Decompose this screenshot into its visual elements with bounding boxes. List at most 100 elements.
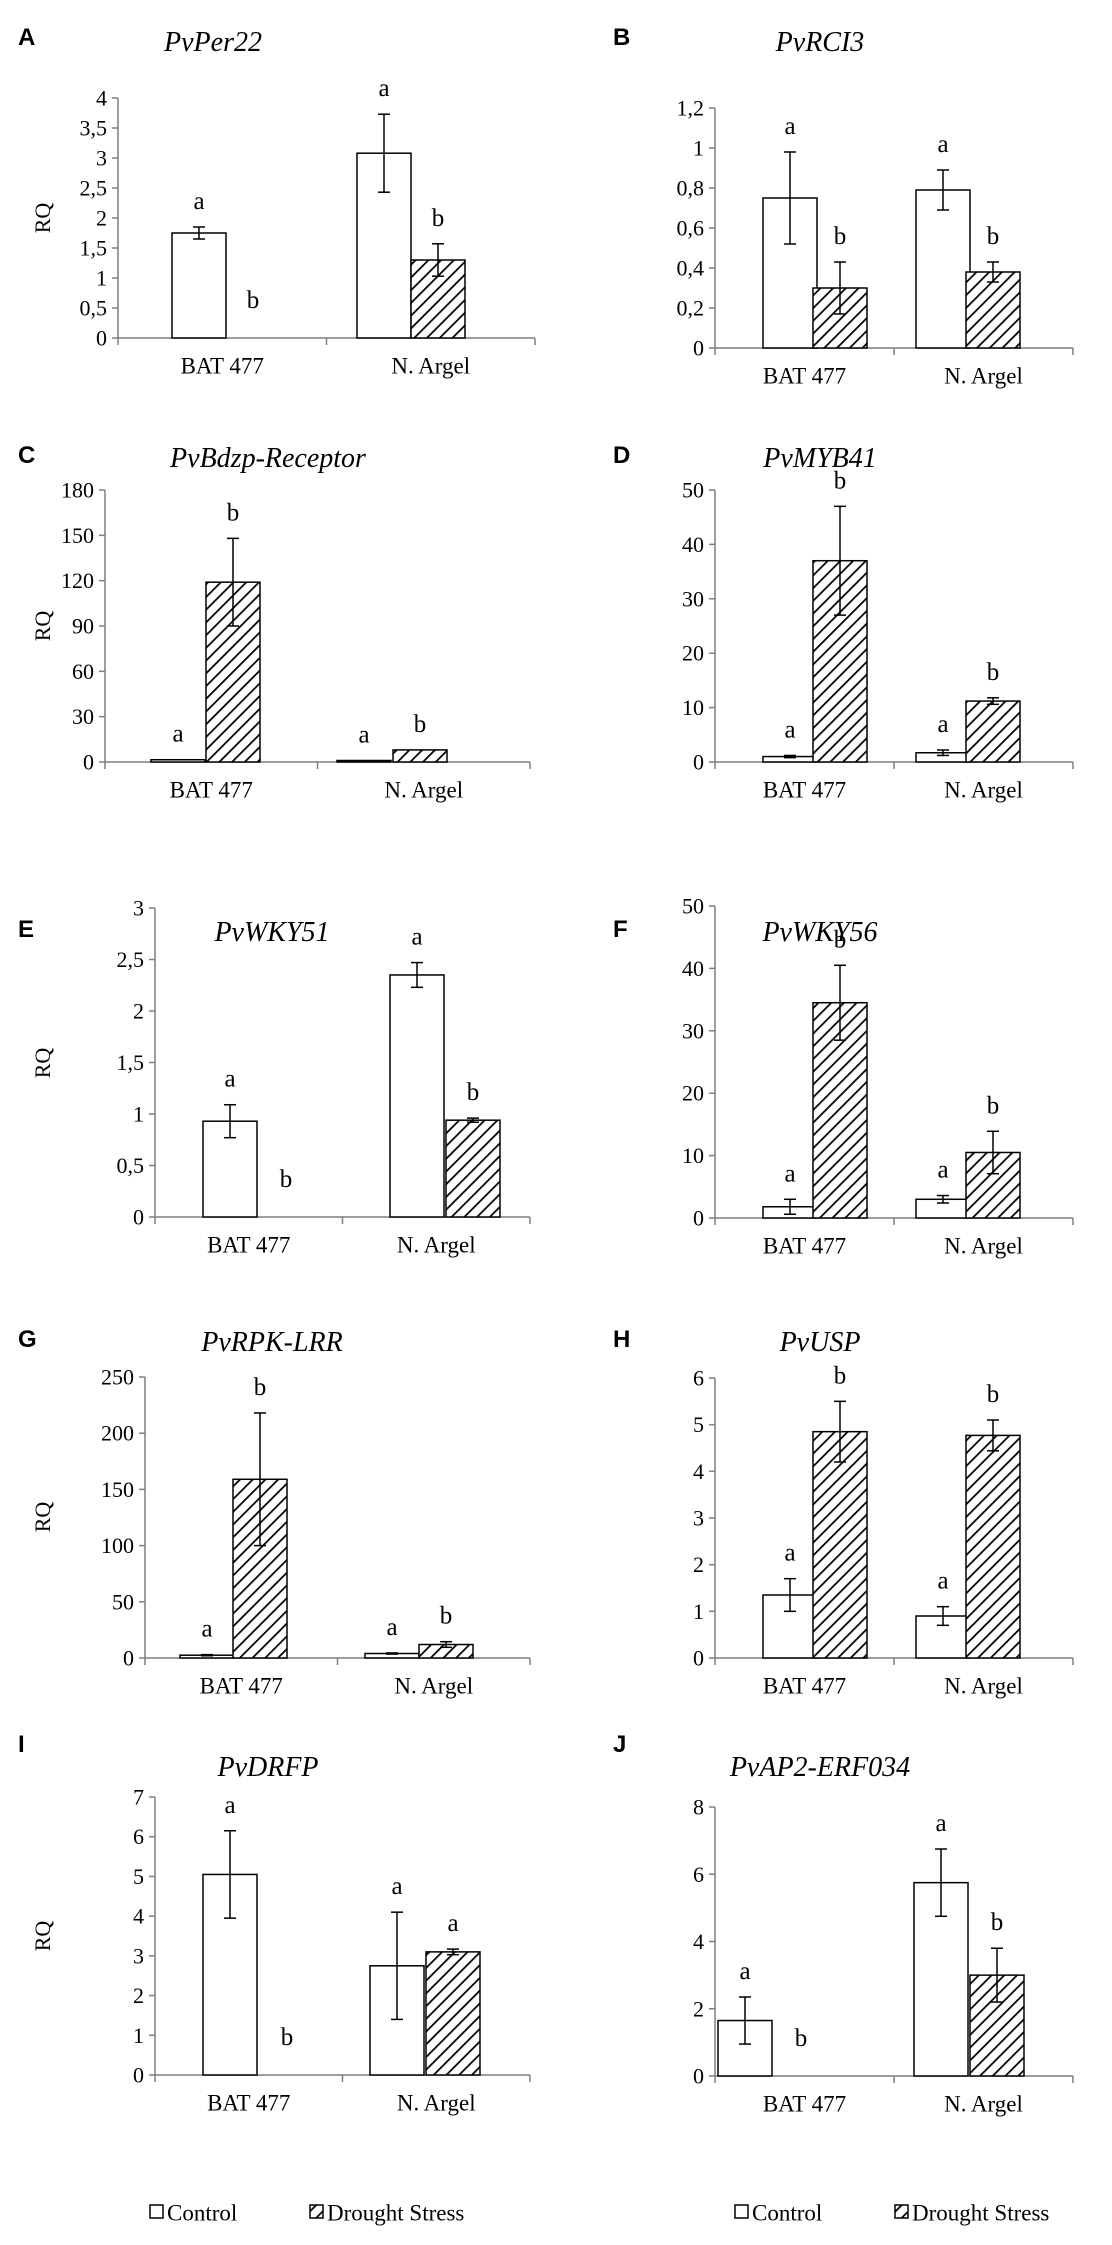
- drought-bar: [445, 1119, 501, 1218]
- chart-panel-f: F PvWKY56 0 10 20 30 40 50 BAT 477 N. Argel a b a b: [613, 894, 1074, 1259]
- y-tick-label: 5: [693, 1412, 704, 1437]
- drought-bar: [965, 1434, 1021, 1659]
- y-tick-label: 10: [682, 695, 704, 720]
- panel-letter: B: [613, 24, 630, 51]
- y-tick-label: 4: [133, 1904, 144, 1929]
- significance-label: b: [280, 1166, 293, 1193]
- y-tick-label: 0: [693, 750, 704, 775]
- y-tick-label: 60: [72, 659, 94, 684]
- significance-label: a: [391, 1873, 402, 1900]
- category-label: BAT 477: [763, 2092, 846, 2117]
- legend-label-drought: Drought Stress: [912, 2201, 1049, 2226]
- y-tick-label: 3,5: [80, 116, 108, 141]
- legend: Control Drought Stress: [734, 2201, 1049, 2226]
- y-tick-label: 200: [101, 1421, 134, 1446]
- significance-label: a: [784, 1160, 795, 1187]
- y-tick-label: 150: [101, 1477, 134, 1502]
- chart-title: PvUSP: [779, 1327, 861, 1358]
- category-label: N. Argel: [391, 354, 470, 379]
- significance-label: a: [784, 113, 795, 140]
- significance-label: b: [834, 467, 847, 494]
- significance-label: a: [411, 924, 422, 951]
- y-tick-label: 2: [693, 1996, 704, 2021]
- category-label: BAT 477: [763, 1674, 846, 1699]
- y-tick-label: 30: [72, 704, 94, 729]
- chart-title: PvWKY51: [213, 917, 329, 948]
- significance-label: b: [834, 1362, 847, 1389]
- y-tick-label: 1,2: [677, 96, 705, 121]
- category-label: N. Argel: [384, 778, 463, 803]
- y-tick-label: 0: [693, 1206, 704, 1231]
- category-label: BAT 477: [170, 778, 253, 803]
- legend-label-drought: Drought Stress: [327, 2201, 464, 2226]
- chart-panel-c: C PvBdzp-Receptor RQ 0 30 60 90 120 150 180 BAT 47…: [18, 442, 531, 803]
- significance-label: a: [172, 721, 183, 748]
- significance-label: b: [227, 499, 240, 526]
- legend-label-control: Control: [167, 2201, 237, 2226]
- y-tick-label: 2,5: [117, 947, 145, 972]
- significance-label: b: [987, 659, 1000, 686]
- chart-title: PvAP2-ERF034: [729, 1752, 910, 1783]
- y-tick-label: 120: [61, 568, 94, 593]
- y-tick-label: 100: [101, 1533, 134, 1558]
- y-tick-label: 0: [693, 336, 704, 361]
- significance-label: b: [414, 711, 427, 738]
- y-tick-label: 0,2: [677, 296, 705, 321]
- chart-title: PvDRFP: [216, 1752, 318, 1783]
- y-tick-label: 0: [133, 2063, 144, 2088]
- panel-letter: E: [18, 916, 34, 943]
- y-tick-label: 50: [682, 478, 704, 503]
- category-label: BAT 477: [207, 2091, 290, 2116]
- category-label: N. Argel: [944, 1234, 1023, 1259]
- y-tick-label: 4: [693, 1929, 704, 1954]
- y-tick-label: 50: [112, 1589, 134, 1614]
- category-label: N. Argel: [944, 364, 1023, 389]
- significance-label: b: [987, 1381, 1000, 1408]
- chart-title: PvWKY56: [761, 917, 877, 948]
- y-tick-label: 40: [682, 956, 704, 981]
- category-label: BAT 477: [763, 364, 846, 389]
- y-tick-label: 40: [682, 532, 704, 557]
- y-tick-label: 1,5: [117, 1050, 145, 1075]
- significance-label: b: [795, 2025, 808, 2052]
- control-bar: [150, 758, 206, 763]
- chart-panel-h: H PvUSP 0 1 2 3 4 5 6 BAT 477 N. Argel a b a b: [613, 1326, 1074, 1699]
- panel-letter: H: [613, 1326, 630, 1353]
- category-label: BAT 477: [207, 1233, 290, 1258]
- significance-label: a: [386, 1614, 397, 1641]
- chart-title: PvRCI3: [775, 27, 865, 58]
- chart-title: PvPer22: [163, 27, 262, 58]
- chart-panel-b: B PvRCI3 0 0,2 0,4 0,6 0,8 1 1,2 BAT 477 N. Argel a…: [613, 24, 1074, 389]
- y-tick-label: 20: [682, 641, 704, 666]
- category-label: N. Argel: [397, 2091, 476, 2116]
- significance-label: b: [247, 287, 260, 314]
- significance-label: b: [991, 1909, 1004, 1936]
- significance-label: b: [987, 1092, 1000, 1119]
- significance-label: a: [201, 1616, 212, 1643]
- drought-bar: [965, 271, 1021, 349]
- y-tick-label: 3: [133, 896, 144, 921]
- panel-letter: A: [18, 24, 35, 51]
- significance-label: b: [281, 2024, 294, 2051]
- y-tick-label: 1,5: [80, 236, 108, 261]
- y-axis-label: RQ: [30, 1921, 55, 1952]
- y-tick-label: 2,5: [80, 176, 108, 201]
- significance-label: a: [378, 75, 389, 102]
- y-tick-label: 0,4: [677, 256, 705, 281]
- y-tick-label: 0: [133, 1205, 144, 1230]
- significance-label: a: [937, 1157, 948, 1184]
- significance-label: a: [784, 1540, 795, 1567]
- y-tick-label: 3: [693, 1506, 704, 1531]
- y-tick-label: 2: [96, 206, 107, 231]
- significance-label: a: [784, 716, 795, 743]
- y-tick-label: 2: [133, 999, 144, 1024]
- y-tick-label: 1: [693, 1599, 704, 1624]
- y-tick-label: 0,5: [80, 296, 108, 321]
- y-tick-label: 30: [682, 1018, 704, 1043]
- y-axis-label: RQ: [30, 203, 55, 234]
- y-tick-label: 0: [123, 1646, 134, 1671]
- drought-bar: [812, 1430, 868, 1659]
- significance-label: a: [739, 1958, 750, 1985]
- significance-label: a: [224, 1792, 235, 1819]
